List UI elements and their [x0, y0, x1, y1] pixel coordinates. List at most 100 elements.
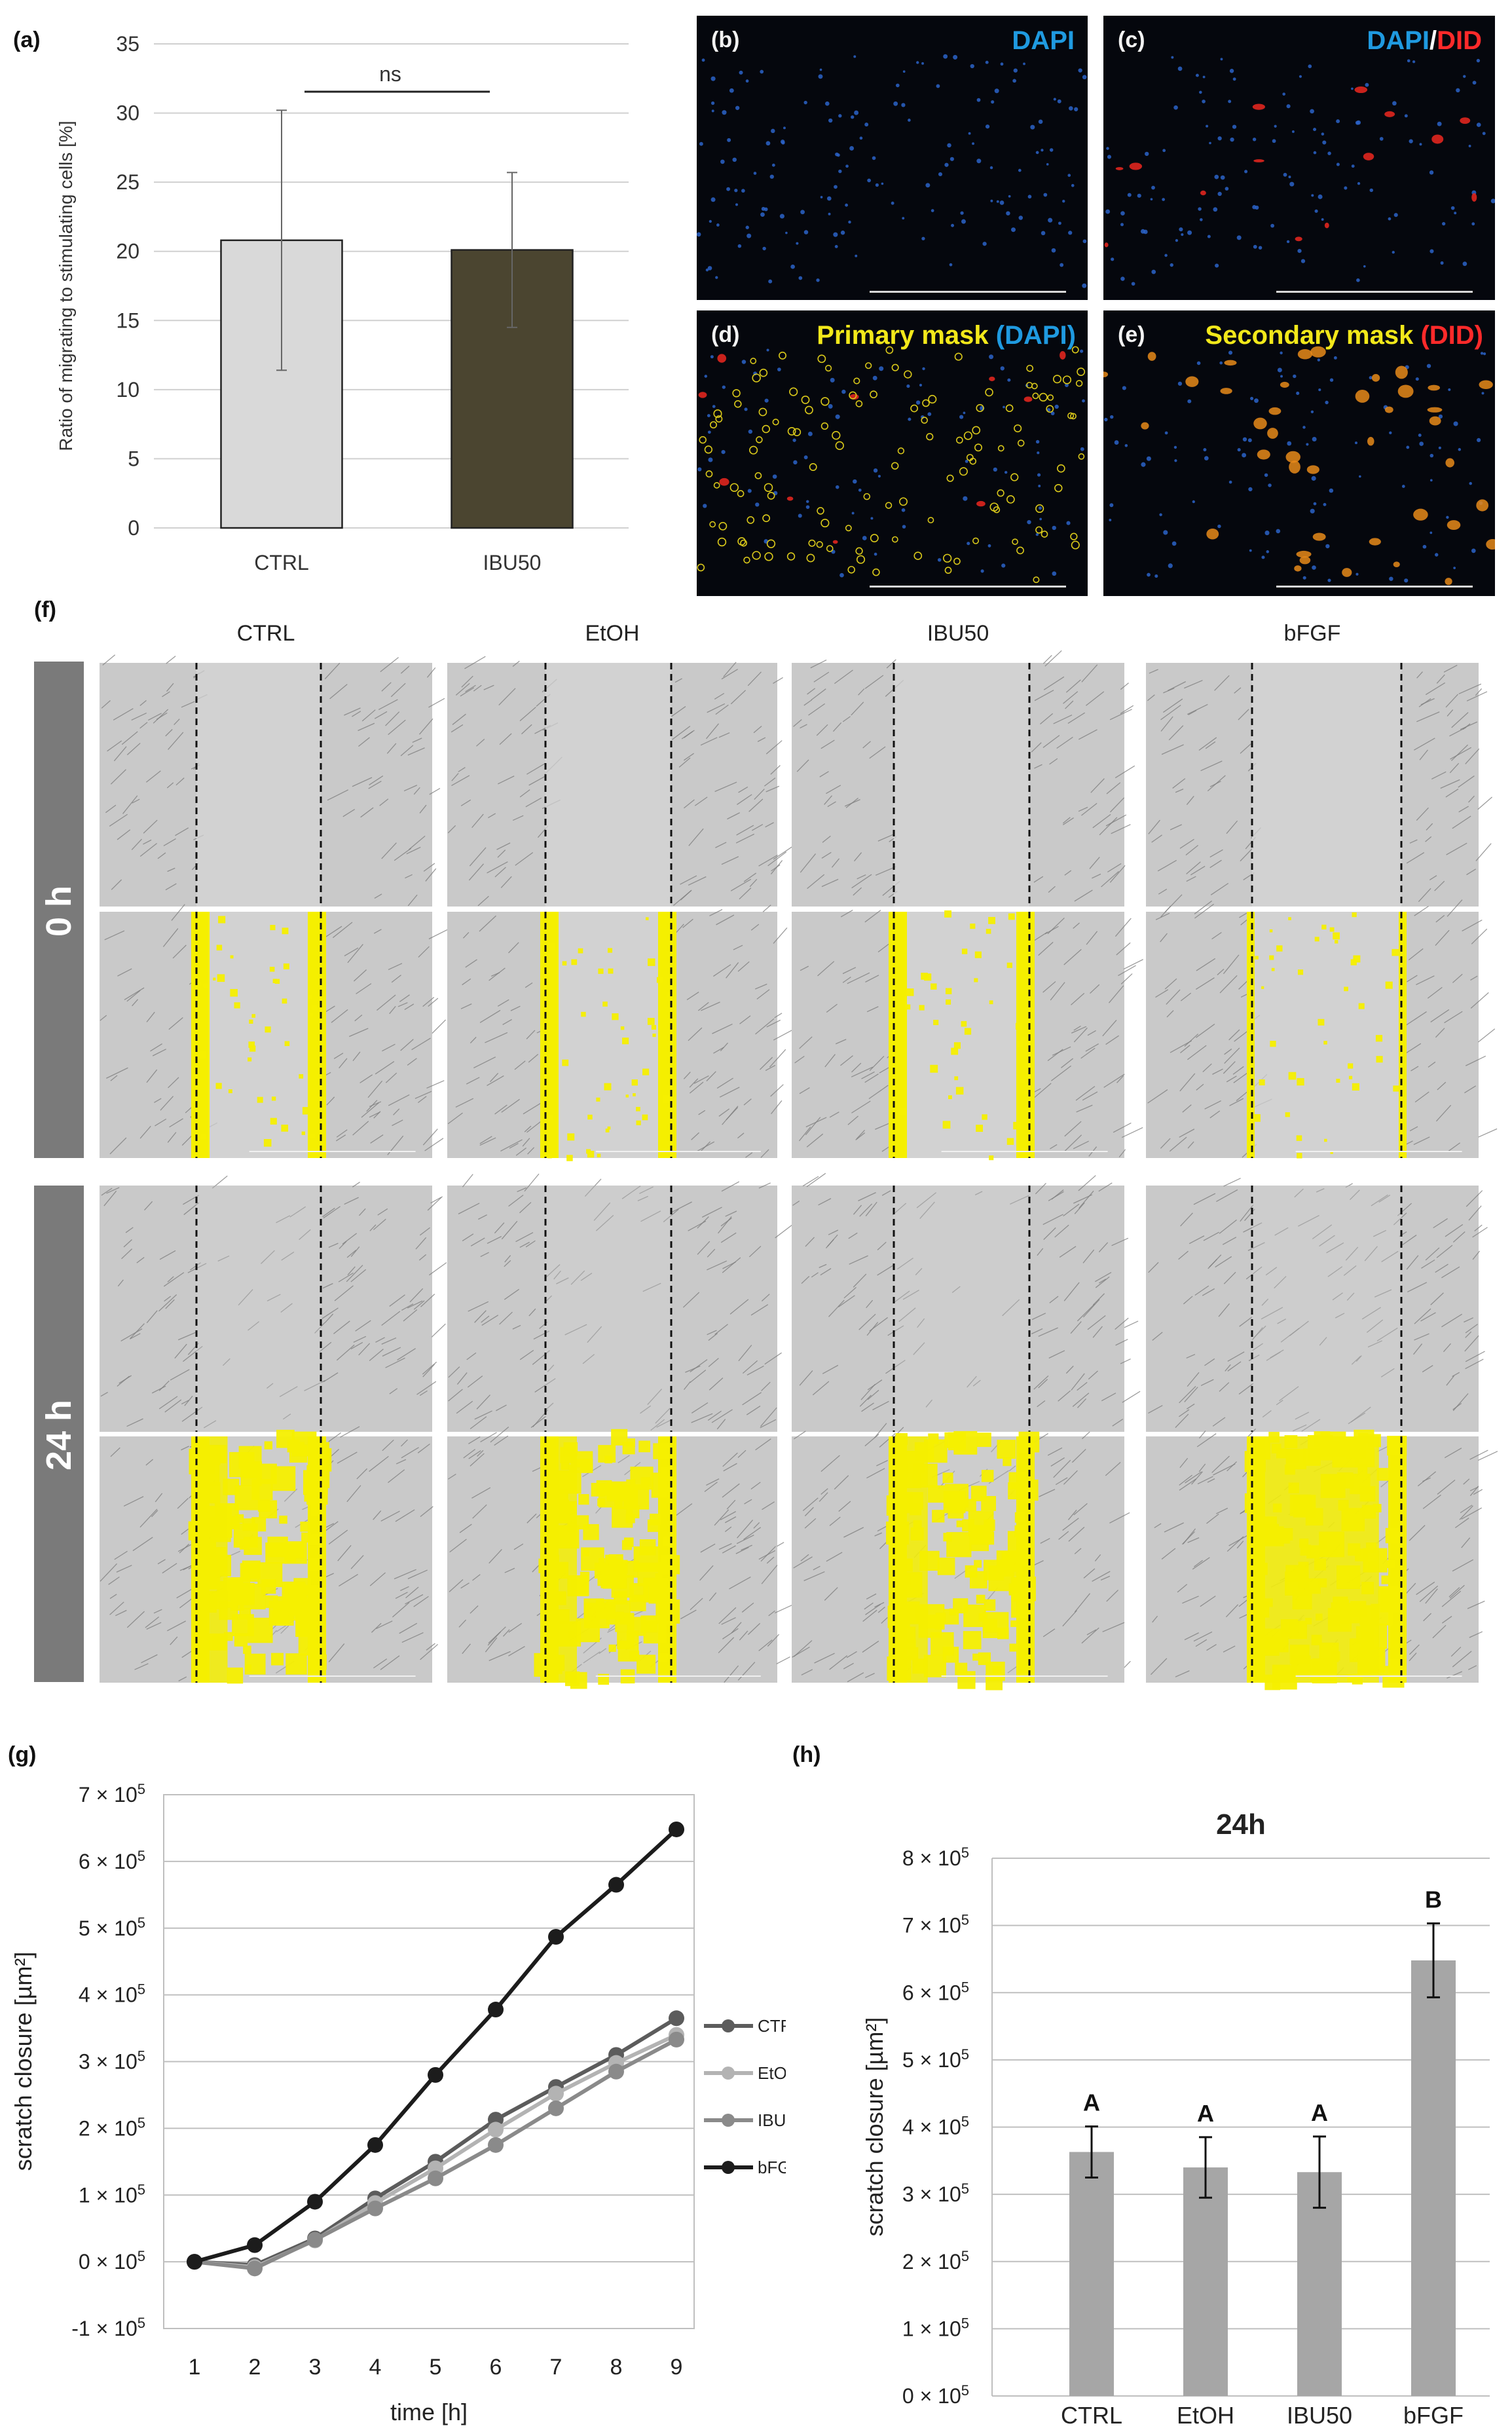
cell-streak: [1179, 1457, 1189, 1469]
cell-streak: [821, 739, 835, 749]
cell-streak: [371, 1622, 382, 1633]
cell-streak: [458, 1619, 467, 1628]
cell-streak: [382, 1043, 396, 1052]
cell-streak: [401, 1303, 414, 1311]
cell-streak: [126, 743, 141, 755]
dapi-nucleus: [901, 508, 906, 512]
dapi-nucleus: [710, 197, 716, 202]
cell-streak: [401, 1447, 419, 1459]
dapi-nucleus: [1357, 182, 1361, 185]
data-point-ibu: [548, 2100, 564, 2116]
dapi-nucleus: [1482, 132, 1486, 136]
dapi-nucleus: [1003, 405, 1005, 409]
secondary-mask-cell: [1367, 437, 1374, 446]
dapi-nucleus: [1228, 100, 1232, 103]
cell-streak: [844, 799, 860, 807]
cell-streak: [1120, 973, 1133, 984]
cell-streak: [400, 745, 414, 757]
cell-streak: [415, 1237, 427, 1250]
cell-streak: [816, 724, 828, 736]
scratch-mask-region: [270, 1117, 277, 1125]
cell-streak: [1190, 865, 1206, 876]
cell-streak: [1088, 1370, 1098, 1380]
cell-streak: [502, 1019, 512, 1026]
cell-streak: [1151, 1658, 1168, 1675]
cell-streak: [1416, 975, 1435, 986]
dapi-nucleus: [922, 367, 925, 371]
primary-mask-outline: [1075, 380, 1083, 387]
cell-streak: [737, 1450, 747, 1458]
cell-streak: [1100, 1575, 1111, 1581]
cell-streak: [473, 684, 482, 692]
cell-streak: [508, 942, 519, 954]
cell-streak: [422, 1129, 438, 1146]
cell-streak: [793, 1556, 813, 1569]
dapi-nucleus: [1264, 530, 1270, 536]
cell-streak: [747, 1365, 764, 1375]
cell-streak: [1180, 992, 1192, 1001]
cell-streak: [804, 1518, 817, 1529]
cell-streak: [697, 1241, 710, 1255]
secondary-mask-cell: [1445, 578, 1452, 586]
y-tick-label: 5 × 105: [79, 1915, 145, 1940]
cell-streak: [158, 1380, 170, 1391]
cell-streak: [580, 1273, 593, 1281]
cell-streak: [748, 798, 764, 812]
cell-streak: [1417, 1471, 1437, 1487]
dapi-nucleus: [1052, 525, 1056, 531]
cell-streak: [1227, 1351, 1245, 1362]
cell-streak: [814, 1653, 835, 1664]
scratch-mask-region: [976, 1432, 991, 1448]
scratch-mask-region: [244, 1664, 251, 1672]
dapi-nucleus: [1162, 198, 1166, 201]
cell-streak: [1262, 1410, 1272, 1418]
cell-streak: [1407, 975, 1418, 982]
cell-streak: [504, 1255, 511, 1263]
dapi-nucleus: [947, 143, 951, 148]
cell-streak: [722, 1452, 738, 1467]
cell-streak: [162, 691, 170, 698]
legend-label-ibu: IBU: [758, 2110, 786, 2130]
dapi-nucleus: [1300, 259, 1306, 263]
cell-streak: [117, 968, 132, 977]
scratch-mask-region: [989, 1155, 994, 1161]
scratch-mask-region: [299, 1074, 304, 1079]
dapi-nucleus: [1429, 170, 1434, 175]
did-stained-cell: [1460, 117, 1471, 124]
dapi-nucleus: [1308, 64, 1312, 69]
cell-streak: [848, 1232, 858, 1239]
secondary-mask-cell: [1185, 376, 1199, 387]
dapi-nucleus: [1147, 572, 1151, 577]
primary-mask-outline: [718, 521, 728, 531]
scratch-mask-region: [643, 1620, 667, 1644]
cell-streak: [746, 1405, 761, 1415]
dapi-nucleus: [826, 196, 832, 201]
scratch-mask-region: [937, 1558, 955, 1575]
cell-streak: [170, 1636, 178, 1645]
panel-label-f: (f): [34, 597, 56, 622]
cell-streak: [720, 1511, 737, 1521]
cell-streak: [352, 1121, 369, 1136]
cell-streak: [284, 1488, 298, 1502]
cell-streak: [405, 1594, 424, 1605]
secondary-mask-cell: [1297, 349, 1313, 360]
did-stained-cell: [1200, 190, 1206, 196]
cell-streak: [1187, 1141, 1194, 1149]
cell-streak: [524, 1173, 540, 1192]
primary-mask-outline: [956, 436, 963, 444]
cell-streak: [471, 1487, 491, 1499]
cell-streak: [532, 1350, 550, 1365]
cell-streak: [821, 1455, 840, 1472]
cell-streak: [810, 659, 827, 669]
dapi-nucleus: [1310, 410, 1314, 413]
cell-streak: [1414, 905, 1429, 916]
dapi-nucleus: [1001, 563, 1006, 568]
scratch-mask-region: [653, 1443, 669, 1459]
cell-streak: [1450, 747, 1472, 760]
secondary-mask-cell: [1220, 388, 1232, 394]
cell-streak: [1435, 914, 1445, 923]
data-point-bfgf: [608, 1877, 624, 1893]
cell-streak: [762, 1501, 775, 1510]
cell-streak: [706, 1071, 716, 1081]
cell-streak: [685, 1365, 701, 1373]
